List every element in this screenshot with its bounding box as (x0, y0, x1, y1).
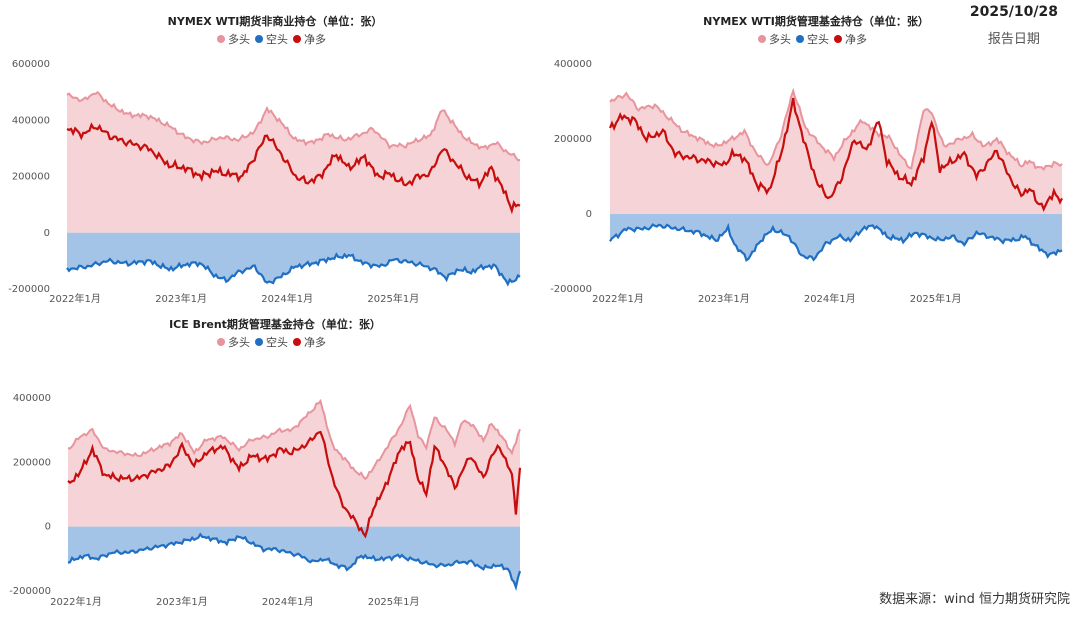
legend-marker-净多 (834, 35, 842, 43)
legend-label-多头: 多头 (228, 32, 250, 46)
y-tick-label: -200000 (8, 284, 50, 295)
legend-label-净多: 净多 (304, 335, 326, 349)
short-line (66, 252, 521, 287)
x-tick-label: 2023年1月 (155, 292, 207, 305)
x-tick-label: 2023年1月 (698, 292, 750, 305)
legend-marker-多头 (217, 338, 225, 346)
x-tick-label: 2025年1月 (368, 595, 420, 608)
legend-label-多头: 多头 (769, 32, 791, 46)
chart-title: NYMEX WTI期货非商业持仓（单位：张） (168, 14, 383, 28)
legend-marker-净多 (293, 35, 301, 43)
x-tick-label: 2024年1月 (261, 292, 313, 305)
data-source: 数据来源：wind 恒力期货研究院 (879, 592, 1070, 607)
y-tick-label: 400000 (12, 115, 50, 126)
x-tick-label: 2022年1月 (50, 595, 102, 608)
legend-label-空头: 空头 (266, 32, 288, 46)
long-area (610, 90, 1062, 214)
chart-title: ICE Brent期货管理基金持仓（单位：张） (169, 317, 381, 331)
long-line (66, 90, 521, 162)
long-line (609, 87, 1063, 172)
short-area (68, 526, 520, 588)
chart-panel-1: NYMEX WTI期货非商业持仓（单位：张） 多头 空头 净多 600000 400000… (8, 14, 521, 305)
report-date-label: 报告日期 (987, 32, 1040, 47)
x-tick-label: 2025年1月 (910, 292, 962, 305)
x-tick-label: 2025年1月 (367, 292, 419, 305)
long-area (67, 92, 520, 233)
x-tick-label: 2023年1月 (156, 595, 208, 608)
y-tick-label: 400000 (13, 393, 51, 404)
legend-label-空头: 空头 (807, 32, 829, 46)
chart-panel-3: ICE Brent期货管理基金持仓（单位：张） 多头 空头 净多 400000 20000… (9, 317, 522, 608)
chart-panel-2: NYMEX WTI期货管理基金持仓（单位：张） 多头 空头 净多 400000 20000… (550, 14, 1063, 305)
y-tick-label: 0 (45, 522, 51, 533)
y-tick-label: -200000 (550, 284, 592, 295)
legend-label-净多: 净多 (304, 32, 326, 46)
x-tick-label: 2024年1月 (804, 292, 856, 305)
x-tick-label: 2022年1月 (49, 292, 101, 305)
y-tick-label: 400000 (554, 59, 592, 70)
legend-marker-空头 (255, 35, 263, 43)
y-tick-label: 200000 (12, 172, 50, 183)
legend-marker-空头 (796, 35, 804, 43)
legend-marker-多头 (217, 35, 225, 43)
long-line (67, 398, 521, 481)
long-area (68, 401, 520, 527)
x-tick-label: 2022年1月 (592, 292, 644, 305)
short-area (67, 232, 520, 285)
chart-title: NYMEX WTI期货管理基金持仓（单位：张） (703, 14, 929, 28)
legend-marker-多头 (758, 35, 766, 43)
legend-label-空头: 空头 (266, 335, 288, 349)
legend-marker-空头 (255, 338, 263, 346)
legend-label-净多: 净多 (845, 32, 867, 46)
net-line (608, 97, 1063, 213)
report-date: 2025/10/28 (969, 4, 1058, 20)
short-line (609, 222, 1063, 262)
short-line (67, 532, 522, 591)
y-tick-label: 0 (44, 228, 50, 239)
net-line (66, 122, 521, 215)
y-tick-label: -200000 (9, 586, 51, 597)
y-tick-label: 600000 (12, 59, 50, 70)
y-tick-label: 0 (586, 209, 592, 220)
net-line (67, 430, 522, 539)
y-tick-label: 200000 (554, 134, 592, 145)
legend-label-多头: 多头 (228, 335, 250, 349)
legend-marker-净多 (293, 338, 301, 346)
x-tick-label: 2024年1月 (262, 595, 314, 608)
report-date-block: 2025/10/28 报告日期 (970, 4, 1058, 47)
y-tick-label: 200000 (13, 457, 51, 468)
